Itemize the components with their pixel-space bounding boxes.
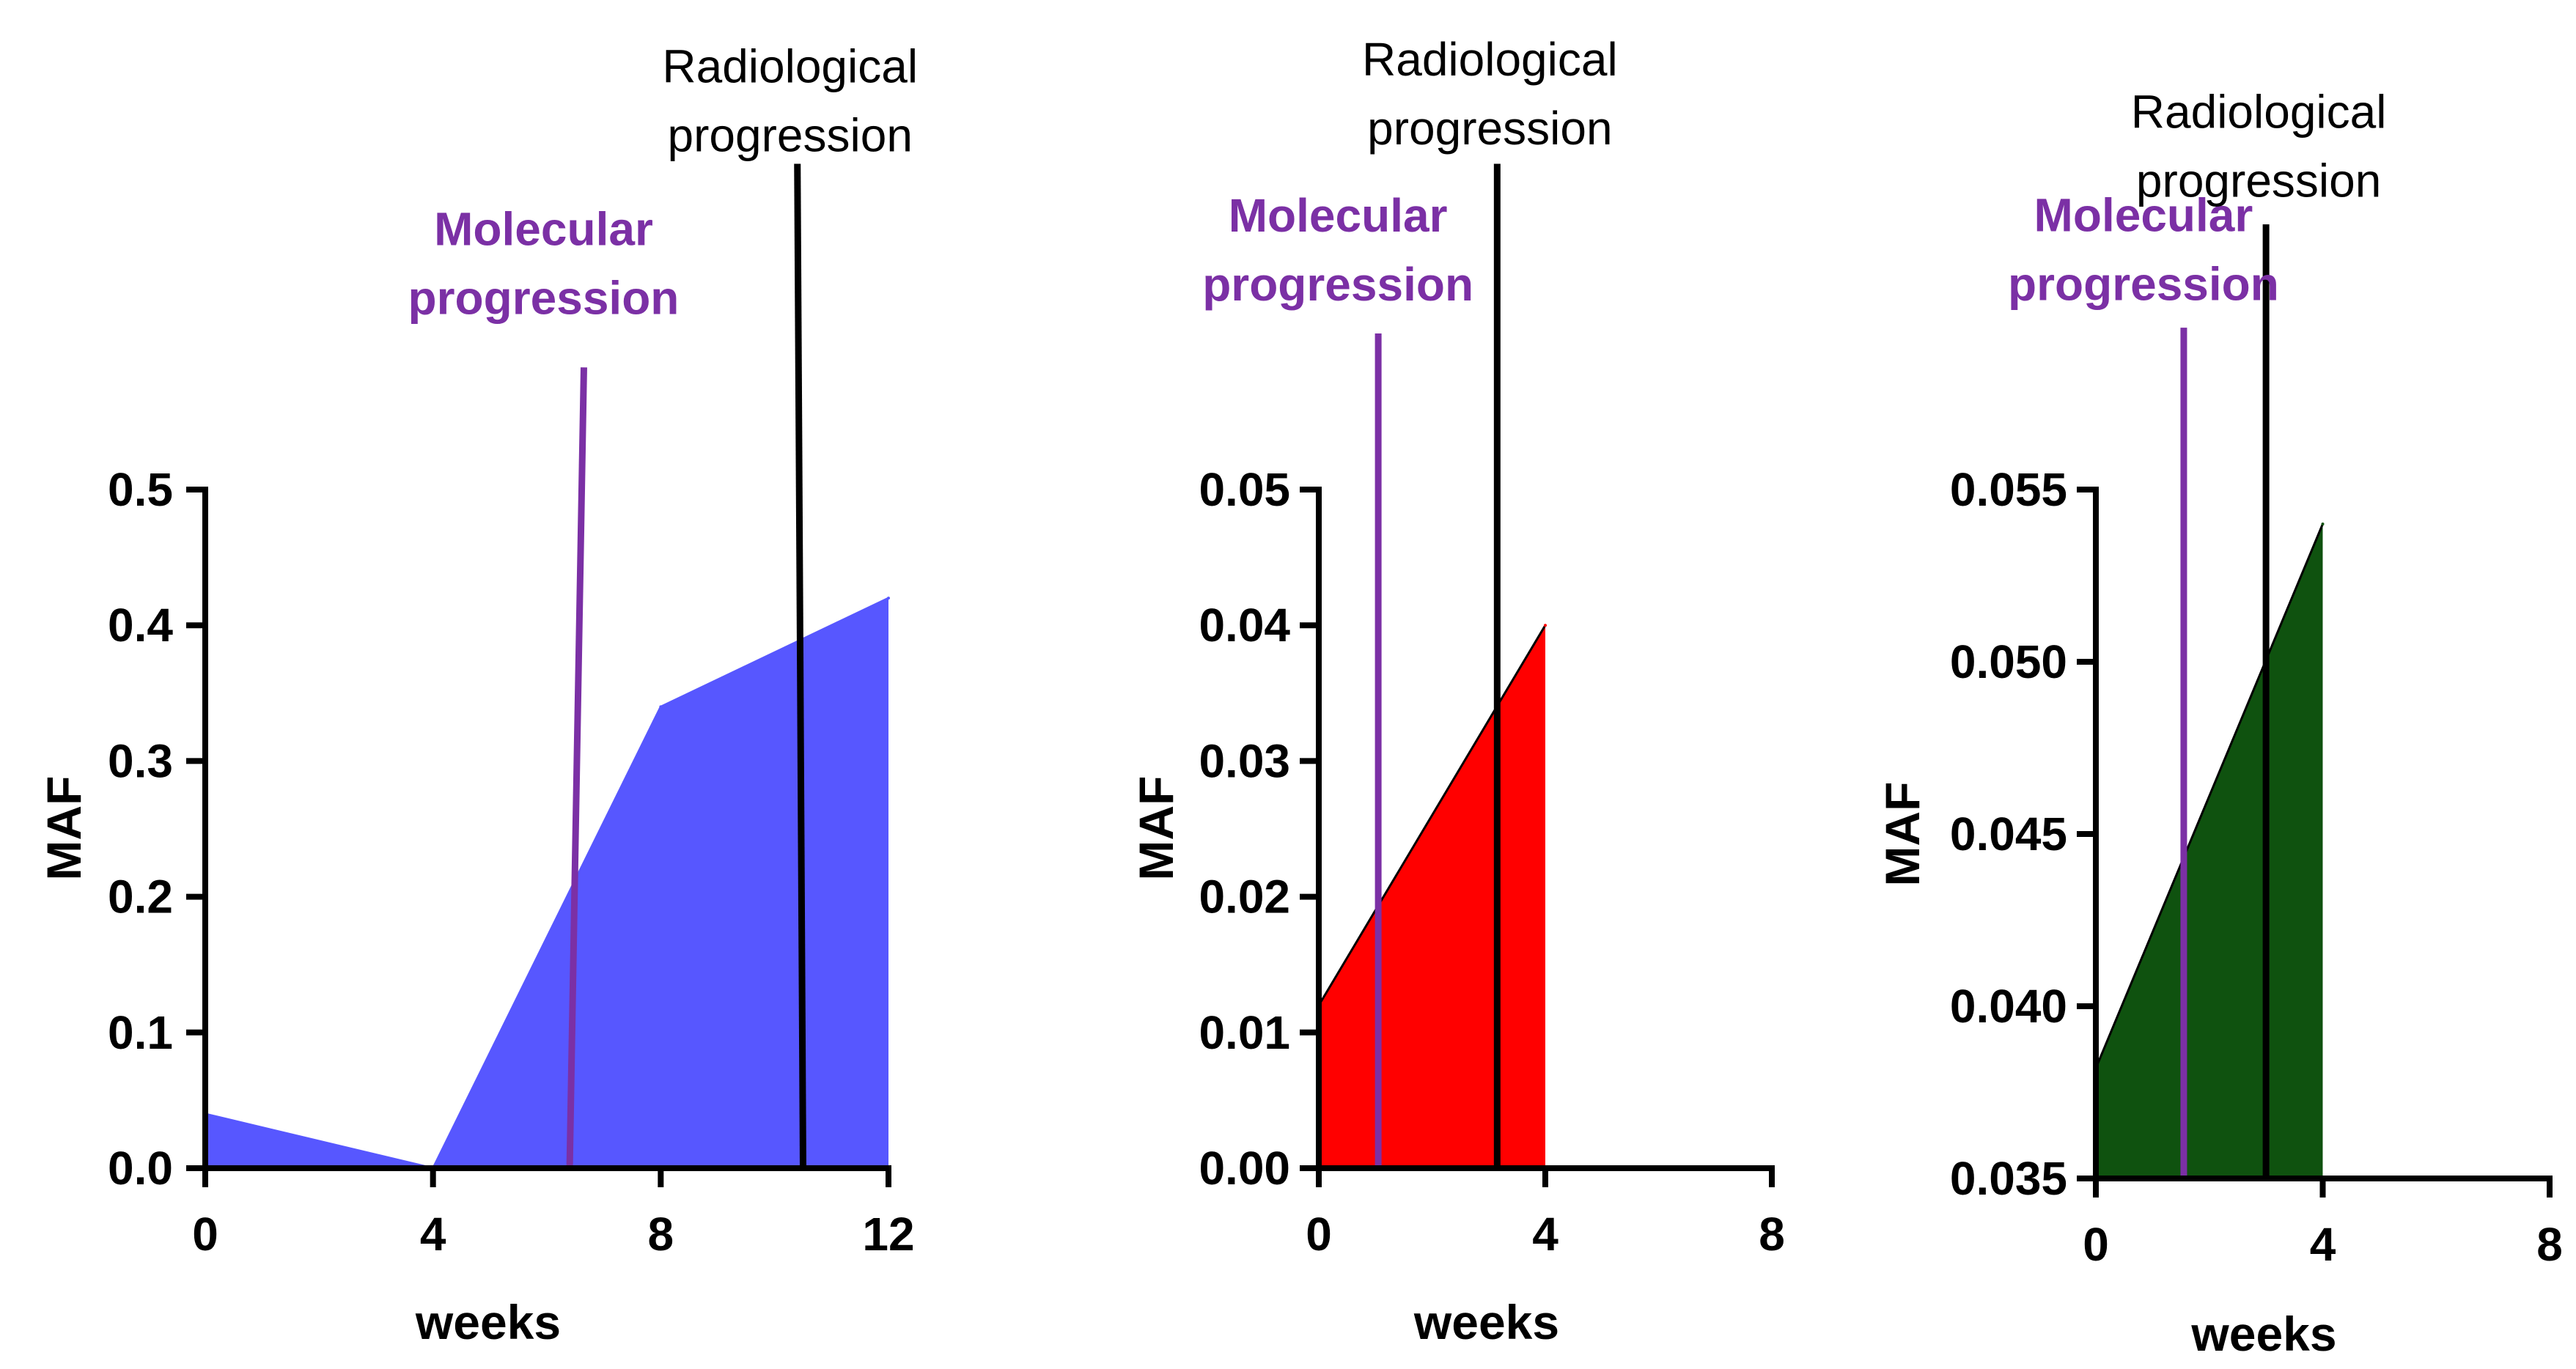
molecular-progression-label: progression xyxy=(408,272,680,325)
molecular-progression-label: Molecular xyxy=(1229,189,1448,242)
y-axis-title: MAF xyxy=(1875,782,1929,887)
area-fill xyxy=(1319,625,1545,1168)
x-axis-title: weeks xyxy=(1413,1295,1559,1349)
data-point xyxy=(887,597,890,600)
y-tick-label: 0.050 xyxy=(1950,635,2067,688)
y-tick-label: 0.05 xyxy=(1199,463,1290,516)
y-tick-label: 0.055 xyxy=(1950,463,2067,516)
data-point xyxy=(1544,624,1547,627)
y-tick-label: 0.3 xyxy=(108,734,173,787)
molecular-progression-line xyxy=(566,367,587,1169)
x-tick-label: 8 xyxy=(1759,1208,1785,1261)
x-tick-label: 4 xyxy=(1532,1208,1559,1261)
x-tick-label: 8 xyxy=(648,1208,674,1261)
x-tick-label: 12 xyxy=(862,1208,914,1261)
radiological-progression-label: progression xyxy=(668,108,913,161)
data-point xyxy=(2321,523,2325,525)
area-top-edge xyxy=(1317,624,1547,1006)
area-top-edge xyxy=(205,597,889,1170)
radiological-progression-label: Radiological xyxy=(2131,86,2387,139)
radiological-progression-label: progression xyxy=(1367,102,1612,155)
x-axis-title: weeks xyxy=(415,1295,561,1349)
molecular-progression-label: Molecular xyxy=(2034,189,2253,242)
molecular-progression-label: progression xyxy=(1202,258,1473,311)
y-tick-label: 0.03 xyxy=(1199,734,1290,787)
chart-panel-2: 0.00 0.01 0.02 0.03 0.04 0.05 0 4 8 weeks MAF Molec… xyxy=(1129,33,1785,1349)
y-tick-label: 0.2 xyxy=(108,871,173,923)
radiological-progression-label: Radiological xyxy=(662,40,918,92)
data-point xyxy=(659,705,663,709)
molecular-progression-label: Molecular xyxy=(434,203,653,256)
x-tick-label: 0 xyxy=(192,1208,218,1261)
x-axis-title: weeks xyxy=(2190,1307,2336,1361)
chart-panel-1: 0.0 0.1 0.2 0.3 0.4 0.5 0 4 8 12 weeks MAF Molecular… xyxy=(37,40,918,1349)
y-tick-label: 0.01 xyxy=(1199,1006,1290,1059)
y-tick-label: 0.00 xyxy=(1199,1142,1290,1195)
x-tick-label: 4 xyxy=(420,1208,446,1261)
x-tick-label: 4 xyxy=(2310,1218,2336,1271)
y-tick-label: 0.02 xyxy=(1199,871,1290,923)
x-tick-label: 0 xyxy=(1306,1208,1332,1261)
y-tick-label: 0.1 xyxy=(108,1006,173,1059)
y-tick-label: 0.045 xyxy=(1950,808,2067,860)
x-tick-label: 0 xyxy=(2083,1218,2109,1271)
y-tick-label: 0.040 xyxy=(1950,980,2067,1033)
molecular-progression-label: progression xyxy=(2008,258,2279,311)
y-tick-label: 0.0 xyxy=(108,1142,173,1195)
y-tick-label: 0.04 xyxy=(1199,599,1290,652)
area-fill xyxy=(205,598,888,1168)
radiological-progression-line xyxy=(794,163,806,1169)
y-axis-title: MAF xyxy=(37,776,91,881)
area-top-edge xyxy=(2094,523,2324,1069)
y-axis-title: MAF xyxy=(1129,776,1183,881)
radiological-progression-label: Radiological xyxy=(1362,33,1618,86)
chart-panel-3: 0.035 0.040 0.045 0.050 0.055 0 4 8 weeks MAF Mole… xyxy=(1875,86,2563,1362)
radiological-progression-label: progression xyxy=(2136,155,2381,207)
y-tick-label: 0.5 xyxy=(108,463,173,516)
x-tick-label: 8 xyxy=(2536,1218,2563,1271)
y-tick-label: 0.4 xyxy=(108,599,173,652)
y-tick-label: 0.035 xyxy=(1950,1152,2067,1205)
area-fill xyxy=(2096,524,2323,1178)
